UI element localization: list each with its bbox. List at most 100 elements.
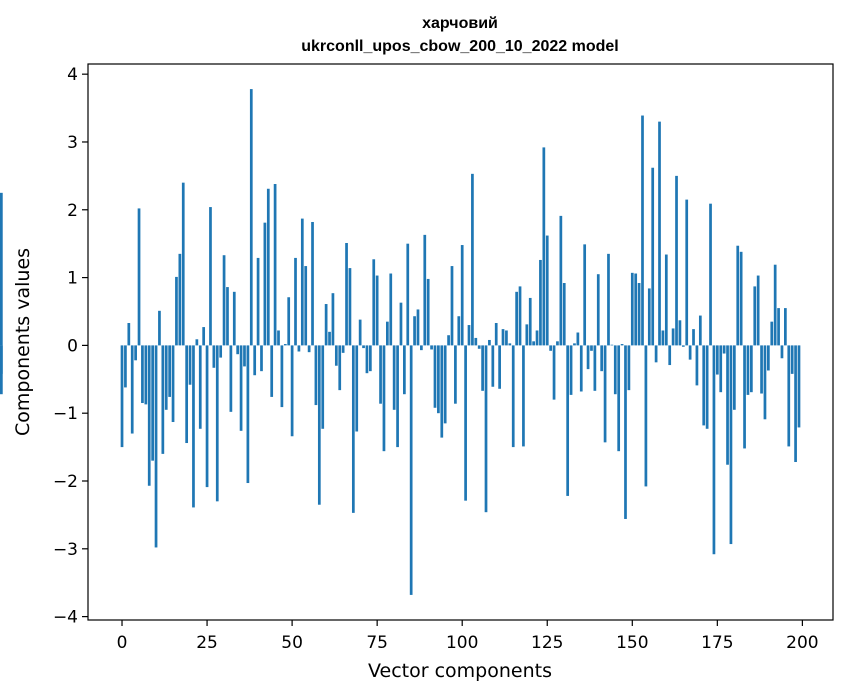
chart-title: харчовий bbox=[422, 15, 498, 32]
bar-component-67 bbox=[348, 268, 352, 346]
bar-component-27 bbox=[212, 345, 216, 368]
x-tick-label: 150 bbox=[616, 633, 648, 653]
bar-component-36 bbox=[243, 345, 246, 367]
bar-component-51 bbox=[294, 257, 297, 346]
bar-component-84 bbox=[406, 243, 410, 346]
y-tick-label: −4 bbox=[53, 608, 78, 628]
bar-component-39 bbox=[253, 345, 257, 376]
bar-component-9 bbox=[151, 345, 154, 461]
bar-component-155 bbox=[647, 288, 651, 346]
bar-component-2 bbox=[127, 323, 131, 346]
bar-component-97 bbox=[450, 266, 454, 346]
y-axis-ticks: −4 −3 −2 −1 0 1 2 3 4 bbox=[53, 65, 88, 628]
bar-component-48 bbox=[283, 344, 287, 346]
bar-component-20 bbox=[188, 345, 192, 385]
bar-component-80 bbox=[392, 345, 396, 410]
bar-component-92 bbox=[433, 345, 437, 408]
bar-component-13 bbox=[164, 345, 168, 410]
bar-component-109 bbox=[491, 345, 495, 387]
bar-component-188 bbox=[760, 345, 763, 394]
bar-component-117 bbox=[518, 286, 522, 346]
bar-component-129 bbox=[559, 215, 563, 346]
bar-component-184 bbox=[746, 345, 750, 395]
bar-component-8 bbox=[147, 345, 151, 486]
bar-component-147 bbox=[620, 344, 624, 346]
bar-component-81 bbox=[396, 345, 399, 448]
bar-component-38 bbox=[249, 89, 253, 346]
bar-component-171 bbox=[702, 345, 706, 426]
bar-component-175 bbox=[715, 345, 719, 375]
bar-component-134 bbox=[576, 332, 580, 346]
bars-group bbox=[0, 89, 801, 595]
bar-component-143 bbox=[607, 253, 610, 346]
bar-component-101 bbox=[464, 345, 467, 501]
plot-frame bbox=[87, 63, 834, 621]
bar-component-26 bbox=[209, 207, 212, 346]
bar-component-121 bbox=[532, 341, 535, 346]
bar-component-73 bbox=[368, 345, 372, 372]
bar-component-32 bbox=[229, 345, 233, 412]
bar-component-21 bbox=[192, 345, 195, 508]
bar-component-93 bbox=[437, 345, 440, 414]
x-tick-label: 75 bbox=[366, 633, 388, 653]
bar-component-118 bbox=[522, 345, 525, 447]
bar-component-193 bbox=[777, 308, 780, 346]
bar-component-94 bbox=[440, 345, 444, 438]
y-axis-label: Components values bbox=[12, 248, 34, 436]
bar-component-49 bbox=[287, 297, 291, 346]
bar-component-22 bbox=[195, 339, 199, 346]
bar-component-87 bbox=[416, 309, 420, 346]
bar-component-185 bbox=[750, 345, 753, 393]
bar-component-136 bbox=[583, 244, 587, 346]
bar-component-170 bbox=[698, 315, 702, 346]
bar-component-44 bbox=[270, 345, 274, 397]
bar-component-72 bbox=[365, 345, 369, 374]
bar-component-195 bbox=[784, 308, 787, 346]
bar-component-191 bbox=[770, 321, 774, 346]
bar-component-96 bbox=[447, 335, 450, 346]
x-tick-label: 175 bbox=[701, 633, 733, 653]
bar-component-undefined bbox=[0, 192, 3, 346]
bar-component-163 bbox=[675, 175, 678, 346]
bar-component-149 bbox=[627, 345, 631, 391]
bar-component-152 bbox=[637, 283, 641, 346]
bar-component-162 bbox=[671, 328, 675, 346]
bar-component-1 bbox=[124, 345, 127, 388]
bar-component-137 bbox=[586, 345, 590, 370]
bar-component-104 bbox=[474, 337, 478, 346]
bar-component-128 bbox=[556, 341, 559, 346]
x-tick-label: 125 bbox=[531, 633, 563, 653]
bar-component-77 bbox=[382, 345, 386, 452]
bar-component-83 bbox=[403, 345, 406, 395]
bar-component-167 bbox=[688, 345, 692, 360]
bar-component-5 bbox=[137, 208, 141, 346]
bar-component-110 bbox=[494, 323, 498, 346]
bar-component-197 bbox=[790, 345, 794, 374]
bar-component-18 bbox=[181, 182, 185, 346]
bar-component-57 bbox=[314, 345, 318, 406]
bar-component-133 bbox=[573, 343, 576, 346]
bar-component-55 bbox=[307, 345, 311, 353]
bar-component-164 bbox=[678, 320, 682, 346]
bar-component-119 bbox=[525, 324, 529, 346]
bar-component-156 bbox=[651, 167, 655, 346]
bar-component-158 bbox=[658, 121, 661, 346]
bar-component-130 bbox=[562, 283, 566, 346]
bar-component-122 bbox=[535, 330, 539, 346]
y-tick-label: 0 bbox=[67, 336, 78, 356]
bar-component-3 bbox=[130, 345, 134, 434]
bar-component-40 bbox=[256, 257, 260, 346]
bar-component-79 bbox=[389, 273, 393, 346]
bar-component-125 bbox=[545, 235, 549, 346]
bar-component-144 bbox=[610, 344, 614, 346]
bar-component-187 bbox=[756, 275, 760, 346]
bar-component-148 bbox=[624, 345, 627, 519]
y-tick-label: 2 bbox=[67, 201, 78, 221]
bar-component-7 bbox=[144, 345, 148, 405]
bar-component-74 bbox=[372, 259, 376, 346]
bar-component-126 bbox=[549, 345, 553, 351]
bar-component-16 bbox=[175, 276, 178, 346]
bar-component-35 bbox=[239, 345, 243, 431]
bar-component-68 bbox=[351, 345, 355, 513]
x-tick-label: 50 bbox=[281, 633, 303, 653]
